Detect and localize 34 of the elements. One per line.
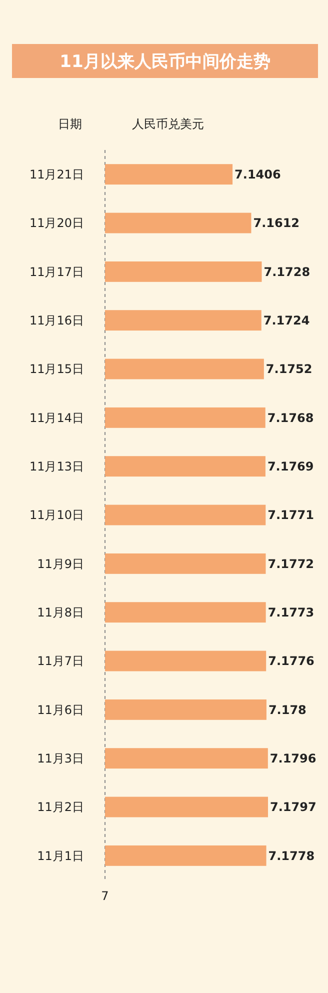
data-label: 7.1768 [267, 410, 314, 425]
data-label: 7.1778 [268, 848, 315, 863]
y-tick-label: 11月16日 [29, 314, 84, 328]
data-label: 7.1797 [270, 800, 316, 814]
y-tick-label: 11月8日 [37, 606, 84, 620]
y-tick-label: 11月9日 [37, 556, 84, 571]
data-label: 7.1772 [268, 556, 314, 571]
y-tick-label: 11月13日 [29, 460, 84, 474]
data-label: 7.1406 [234, 168, 281, 182]
y-tick-label: 11月7日 [37, 654, 84, 668]
y-tick-label: 11月3日 [37, 752, 84, 766]
data-label: 7.1728 [264, 264, 310, 279]
x-axis-title: 人民币兑美元 [132, 117, 204, 131]
data-label: 7.178 [268, 702, 306, 717]
y-tick-label: 11月14日 [29, 410, 84, 425]
data-label: 7.1796 [270, 752, 316, 766]
data-label: 7.1724 [263, 314, 310, 328]
data-label: 7.1612 [253, 216, 300, 230]
y-tick-label: 11月2日 [37, 800, 84, 814]
data-label: 7.1776 [268, 654, 314, 668]
y-tick-label: 11月21日 [29, 168, 84, 182]
chart-title: 11月以来人民币中间价走势 [60, 52, 270, 72]
y-tick-label: 11月15日 [29, 362, 84, 376]
y-tick-label: 11月20日 [29, 216, 84, 230]
y-tick-label: 11月1日 [37, 848, 84, 863]
y-tick-label: 11月10日 [29, 508, 84, 522]
y-tick-label: 11月6日 [37, 702, 84, 717]
data-label: 7.1773 [268, 606, 314, 620]
text: 7 [101, 889, 109, 903]
data-label: 7.1769 [267, 460, 314, 474]
y-axis-title: 日期 [58, 117, 82, 131]
y-tick-label: 11月17日 [29, 264, 84, 279]
data-label: 7.1771 [268, 508, 314, 522]
data-label: 7.1752 [266, 362, 312, 376]
